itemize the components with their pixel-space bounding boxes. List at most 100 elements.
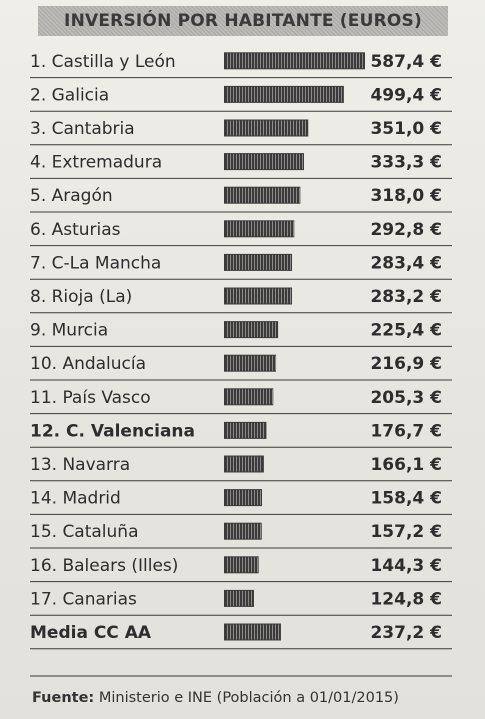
bar-stripe (233, 355, 234, 371)
bar-stripe (233, 254, 234, 270)
bar-stripe (233, 322, 234, 338)
bar-stripe (230, 154, 231, 170)
bar-stripe (230, 288, 231, 304)
bar-stripe (287, 187, 288, 203)
bar-stripe (257, 221, 258, 237)
bar-stripe (230, 422, 231, 438)
bar-stripe (254, 523, 255, 539)
bar-stripe (284, 53, 285, 69)
bar-stripe (278, 624, 279, 640)
bar-stripe (236, 86, 237, 102)
bar-stripe (239, 221, 240, 237)
bar-stripe (242, 288, 243, 304)
row-label: Media CC AA (30, 623, 152, 643)
bar-stripe (257, 53, 258, 69)
bar-stripe (299, 120, 300, 136)
bar-stripe (302, 86, 303, 102)
bar-stripe (272, 254, 273, 270)
bar-stripe (266, 120, 267, 136)
bar-stripe (236, 221, 237, 237)
bar-fill (224, 85, 344, 103)
bar-stripe (248, 154, 249, 170)
bar-stripe (233, 490, 234, 506)
bar-stripe (257, 355, 258, 371)
bar-stripe (245, 154, 246, 170)
bar-stripe (263, 355, 264, 371)
bar-stripe (263, 120, 264, 136)
row-label: 5. Aragón (30, 186, 113, 206)
bar-stripe (242, 154, 243, 170)
bar-stripe (263, 254, 264, 270)
bar-stripe (230, 120, 231, 136)
bar (224, 85, 344, 103)
bar-stripe (239, 120, 240, 136)
bar-stripe (263, 624, 264, 640)
bar-stripe (359, 53, 360, 69)
bar (224, 556, 259, 574)
bar-stripe (248, 288, 249, 304)
bar-stripe (248, 557, 249, 573)
bar-stripe (266, 288, 267, 304)
bar-stripe (347, 53, 348, 69)
bar-stripe (275, 254, 276, 270)
bar-stripe (281, 288, 282, 304)
bar-stripe (263, 288, 264, 304)
bar-stripe (293, 86, 294, 102)
bar-stripe (248, 355, 249, 371)
bar-stripe (272, 389, 273, 405)
bar-stripe (302, 53, 303, 69)
bar-stripe (254, 187, 255, 203)
bar-stripe (308, 53, 309, 69)
bar-stripe (287, 154, 288, 170)
bar-stripe (233, 187, 234, 203)
bar-stripe (227, 355, 228, 371)
bar-stripe (275, 120, 276, 136)
bar-stripe (245, 389, 246, 405)
bar-stripe (320, 53, 321, 69)
value-label: 205,3 € (370, 388, 442, 408)
bar-stripe (272, 288, 273, 304)
bar-stripe (230, 355, 231, 371)
bar-stripe (314, 53, 315, 69)
bar-stripe (227, 422, 228, 438)
bar-stripe (236, 254, 237, 270)
source-note: Fuente: Ministerio e INE (Población a 01… (32, 690, 399, 706)
bar-stripe (251, 288, 252, 304)
bar-stripe (260, 624, 261, 640)
bar-fill (224, 556, 259, 574)
bar-stripe (254, 624, 255, 640)
bar-stripe (245, 288, 246, 304)
bar-stripe (239, 53, 240, 69)
bar-stripe (257, 490, 258, 506)
bar-stripe (254, 422, 255, 438)
bar-stripe (278, 254, 279, 270)
row-label: 7. C-La Mancha (30, 253, 161, 273)
bar (224, 321, 279, 339)
bar-stripe (230, 187, 231, 203)
value-label: 351,0 € (370, 119, 442, 139)
bar-stripe (260, 355, 261, 371)
bar-stripe (239, 154, 240, 170)
bar-stripe (269, 288, 270, 304)
bar-stripe (227, 187, 228, 203)
value-label: 124,8 € (370, 589, 442, 609)
bar-stripe (302, 154, 303, 170)
row-label: 14. Madrid (30, 489, 121, 509)
bar-stripe (284, 221, 285, 237)
bar-stripe (239, 557, 240, 573)
bar-stripe (251, 490, 252, 506)
bar-fill (224, 354, 277, 372)
bar-stripe (248, 120, 249, 136)
bar-stripe (236, 624, 237, 640)
bar-stripe (245, 322, 246, 338)
bar-stripe (248, 624, 249, 640)
bar-stripe (236, 120, 237, 136)
bar-stripe (239, 86, 240, 102)
bar-stripe (278, 120, 279, 136)
bar-stripe (266, 389, 267, 405)
bar-stripe (242, 322, 243, 338)
value-label: 144,3 € (370, 556, 442, 576)
bar-stripe (257, 523, 258, 539)
bar-stripe (266, 86, 267, 102)
